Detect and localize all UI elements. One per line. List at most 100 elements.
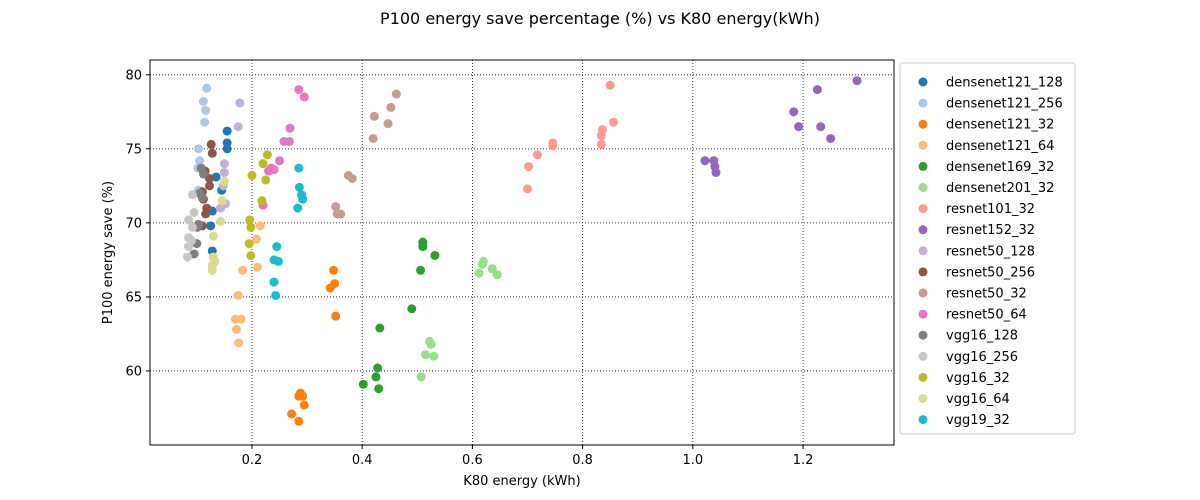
- data-point: [261, 175, 271, 185]
- x-tick-label: 0.4: [352, 453, 373, 468]
- data-point: [201, 209, 211, 219]
- data-point: [222, 126, 232, 136]
- plot-area: [149, 59, 895, 446]
- data-point: [187, 222, 197, 232]
- x-tick-label: 0.8: [572, 453, 593, 468]
- legend-entry: vgg16_256: [946, 350, 1018, 365]
- data-point: [789, 107, 799, 117]
- data-point: [429, 351, 439, 361]
- data-point: [794, 122, 804, 132]
- data-point: [383, 119, 393, 129]
- legend-entry: vgg16_32: [946, 371, 1010, 386]
- legend-entry: densenet121_128: [946, 76, 1063, 91]
- data-point: [279, 136, 289, 146]
- legend-marker: [918, 119, 928, 129]
- data-point: [548, 141, 558, 151]
- data-point: [255, 221, 265, 231]
- data-point: [275, 156, 285, 166]
- legend-marker: [918, 351, 928, 361]
- grid: [150, 60, 894, 445]
- data-point: [596, 131, 606, 141]
- data-point: [608, 117, 618, 127]
- data-point: [331, 202, 341, 212]
- data-point: [233, 290, 243, 300]
- data-point: [298, 194, 308, 204]
- data-point: [371, 372, 381, 382]
- data-point: [375, 323, 385, 333]
- data-point: [236, 314, 246, 324]
- y-axis-label: P100 energy save (%): [101, 181, 116, 324]
- data-points: [182, 76, 862, 426]
- legend-marker: [918, 246, 928, 256]
- legend-marker: [918, 372, 928, 382]
- data-point: [198, 96, 208, 106]
- legend-entry: vgg16_128: [946, 329, 1018, 344]
- data-point: [426, 339, 436, 349]
- data-point: [269, 255, 279, 265]
- data-point: [219, 159, 229, 169]
- data-point: [325, 283, 335, 293]
- data-point: [294, 163, 304, 173]
- legend-entry: resnet101_32: [946, 202, 1035, 217]
- data-point: [233, 122, 243, 132]
- data-point: [198, 169, 208, 179]
- data-point: [262, 150, 272, 160]
- data-point: [369, 111, 379, 121]
- data-point: [271, 290, 281, 300]
- data-point: [216, 216, 226, 226]
- data-point: [184, 215, 194, 225]
- legend-marker: [918, 330, 928, 340]
- legend-entry: resnet50_64: [946, 308, 1027, 323]
- data-point: [474, 268, 484, 278]
- data-point: [269, 165, 279, 175]
- data-point: [219, 176, 229, 186]
- data-point: [416, 265, 426, 275]
- legend-marker: [918, 204, 928, 214]
- data-point: [235, 98, 245, 108]
- data-point: [206, 139, 216, 149]
- legend-entry: densenet121_64: [946, 139, 1054, 154]
- data-point: [184, 242, 194, 252]
- legend-marker: [918, 140, 928, 150]
- data-point: [189, 208, 199, 218]
- data-point: [219, 168, 229, 178]
- data-point: [208, 231, 218, 241]
- data-point: [812, 85, 822, 95]
- data-point: [477, 259, 487, 269]
- data-point: [524, 162, 534, 172]
- data-point: [407, 304, 417, 314]
- data-point: [294, 416, 304, 426]
- y-tick-label: 60: [125, 364, 142, 379]
- data-point: [852, 76, 862, 86]
- data-point: [246, 250, 256, 260]
- x-tick-label: 1.0: [683, 453, 704, 468]
- legend-marker: [918, 77, 928, 87]
- data-point: [200, 117, 210, 127]
- data-point: [596, 139, 606, 149]
- data-point: [816, 122, 826, 132]
- data-point: [269, 277, 279, 287]
- legend-marker: [918, 161, 928, 171]
- data-point: [246, 222, 256, 232]
- data-point: [826, 133, 836, 143]
- y-tick-label: 80: [125, 68, 142, 83]
- data-point: [245, 215, 255, 225]
- x-tick-label: 0.2: [242, 453, 263, 468]
- legend-entry: resnet50_128: [946, 244, 1035, 259]
- data-point: [247, 171, 257, 180]
- legend-entry: resnet50_32: [946, 287, 1027, 302]
- data-point: [232, 325, 242, 334]
- legend-entry: vgg19_32: [946, 413, 1010, 428]
- data-point: [217, 196, 227, 206]
- data-point: [193, 144, 203, 154]
- data-point: [347, 173, 357, 183]
- chart-title: P100 energy save percentage (%) vs K80 e…: [380, 9, 820, 28]
- legend-marker: [918, 288, 928, 298]
- legend-marker: [918, 225, 928, 235]
- data-point: [416, 372, 426, 382]
- data-point: [258, 159, 268, 169]
- data-point: [207, 148, 217, 158]
- data-point: [421, 350, 431, 360]
- legend-entry: densenet201_32: [946, 181, 1054, 196]
